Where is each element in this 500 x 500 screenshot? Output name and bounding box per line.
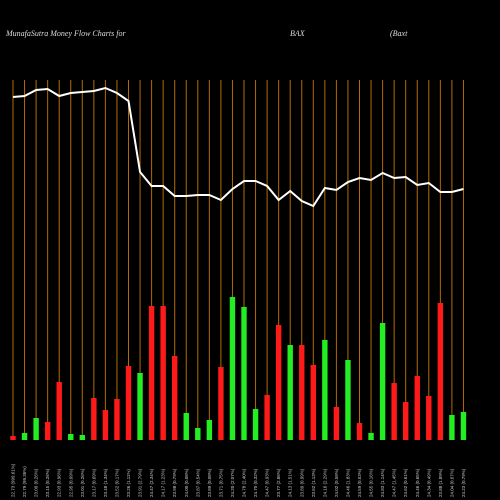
x-tick-label: 22.93 (0.96%) (57, 468, 62, 497)
x-tick-label: 24.55 (0.16%) (369, 468, 374, 497)
x-tick-label: 24.17 (1.23%) (161, 468, 166, 497)
x-tick-label: 23.71 (0.75%) (218, 468, 223, 497)
x-tick-label: 24.47 (2.34%) (149, 468, 154, 497)
bar (56, 382, 62, 440)
bar (44, 422, 51, 440)
x-tick-label: 24.13 (1.51%) (288, 468, 293, 497)
bar (102, 410, 109, 440)
x-tick-label: 24.34 (0.49%) (426, 468, 431, 497)
ticker: BAX (290, 29, 306, 38)
x-tick-label: 23.91 (2.79%) (138, 468, 143, 497)
x-tick-label: 22.95 (0.09%) (68, 468, 73, 497)
x-tick-label: 23.09 (0.26%) (34, 468, 39, 497)
bar (33, 418, 39, 440)
x-tick-label: 22.73 (999.61%) (11, 463, 16, 497)
bar (148, 306, 155, 440)
x-tick-label: 24.62 (0.61%) (403, 468, 408, 497)
x-tick-label: 23.52 (0.17%) (114, 468, 119, 497)
x-tick-label: 23.62 (1.13%) (311, 468, 316, 497)
bar (414, 376, 420, 440)
bar (356, 423, 363, 440)
x-tick-label: 24.00 (0.08%) (184, 468, 189, 497)
bar (449, 415, 455, 440)
x-tick-label: 23.89 (0.99%) (299, 468, 304, 497)
x-tick-label: 24.20 (2.07%) (230, 468, 235, 497)
x-tick-label: 24.83 (1.14%) (380, 468, 385, 497)
bar (310, 365, 316, 440)
x-tick-label: 23.98 (0.79%) (172, 468, 177, 497)
bar (183, 413, 189, 440)
x-tick-label: 24.16 (2.29%) (322, 468, 327, 497)
bar (322, 340, 328, 440)
bar (345, 360, 351, 440)
bar (379, 323, 386, 440)
x-tick-label: 24.59 (0.53%) (357, 468, 362, 497)
bar (229, 297, 236, 440)
money-flow-line (12, 86, 464, 208)
bar (125, 366, 132, 440)
bar (403, 402, 409, 440)
x-tick-label: 23.48 (1.34%) (103, 468, 108, 497)
x-tick-label: 23.01 (0.26%) (80, 468, 85, 497)
bar (287, 345, 293, 440)
x-tick-label: 24.46 (1.83%) (345, 468, 350, 497)
bar (275, 325, 282, 440)
bar (68, 434, 74, 440)
x-tick-label: 23.15 (0.26%) (45, 468, 50, 497)
x-tick-label: 23.17 (0.69%) (91, 468, 96, 497)
x-tick-label: 24.23 (0.79%) (461, 468, 466, 497)
bar (264, 395, 270, 440)
x-tick-label: 24.04 (0.67%) (449, 468, 454, 497)
x-tick-label: 24.02 (0.58%) (334, 468, 339, 497)
bar (241, 307, 247, 440)
bar (79, 435, 85, 440)
x-tick-label: 24.47 (1.45%) (392, 468, 397, 497)
company: (Baxt (390, 29, 408, 38)
x-tick-label: 22.79 (99.36%) (22, 466, 27, 497)
bar (137, 373, 143, 440)
x-tick-label: 23.89 (0.08%) (207, 468, 212, 497)
chart-title: MunafaSutra Money Flow Charts for (5, 29, 126, 38)
x-tick-label: 24.46 (0.65%) (415, 468, 420, 497)
x-tick-label: 24.47 (0.93%) (265, 468, 270, 497)
bar (299, 345, 305, 440)
bar (218, 367, 224, 440)
bar (460, 412, 467, 440)
bar (252, 409, 259, 440)
x-tick-label: 23.26 (1.11%) (126, 469, 131, 497)
x-tick-label: 23.88 (1.89%) (438, 468, 443, 497)
bar (91, 398, 97, 440)
bar (391, 383, 397, 440)
bar (195, 428, 201, 440)
bar (160, 306, 166, 440)
bar (10, 436, 16, 440)
x-tick-label: 24.78 (2.40%) (242, 468, 247, 497)
x-tick-label: 23.77 (2.86%) (276, 468, 281, 497)
bar (21, 433, 28, 440)
x-tick-label: 24.70 (0.32%) (253, 468, 258, 497)
bar (172, 356, 178, 440)
bar (437, 303, 444, 440)
x-tick-label: 23.87 (0.54%) (195, 468, 200, 497)
bar (114, 399, 120, 440)
bar (333, 407, 340, 440)
bar (368, 433, 374, 440)
bar (426, 396, 432, 440)
bar (206, 420, 213, 440)
